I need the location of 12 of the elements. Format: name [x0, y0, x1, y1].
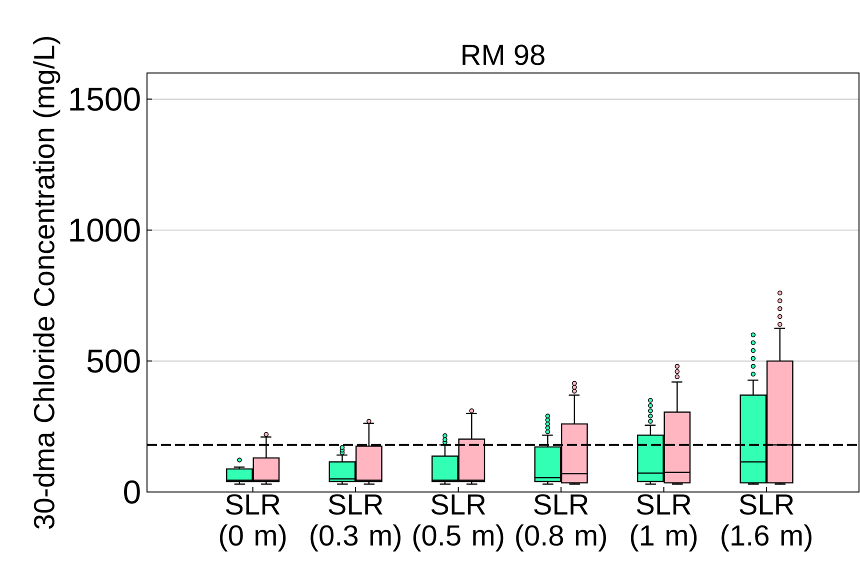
y-axis-title: 30-dma Chloride Concentration (mg/L)	[33, 36, 60, 529]
x-tick-label: SLR (0 m)	[220, 494, 286, 552]
x-tick-label: SLR (0.3 m)	[310, 494, 400, 552]
x-tick-label: SLR (1.6 m)	[722, 494, 812, 552]
y-tick-label: 1500	[70, 88, 140, 111]
x-tick-label: SLR (1 m)	[630, 494, 697, 552]
y-tick-label: 0	[124, 480, 140, 504]
x-tick-label: SLR (0.8 m)	[516, 494, 606, 552]
y-tick-label: 500	[87, 349, 140, 373]
y-tick-label: 1000	[70, 218, 140, 242]
x-tick-label: SLR (0.5 m)	[413, 494, 504, 552]
chart-title: RM 98	[462, 44, 544, 66]
